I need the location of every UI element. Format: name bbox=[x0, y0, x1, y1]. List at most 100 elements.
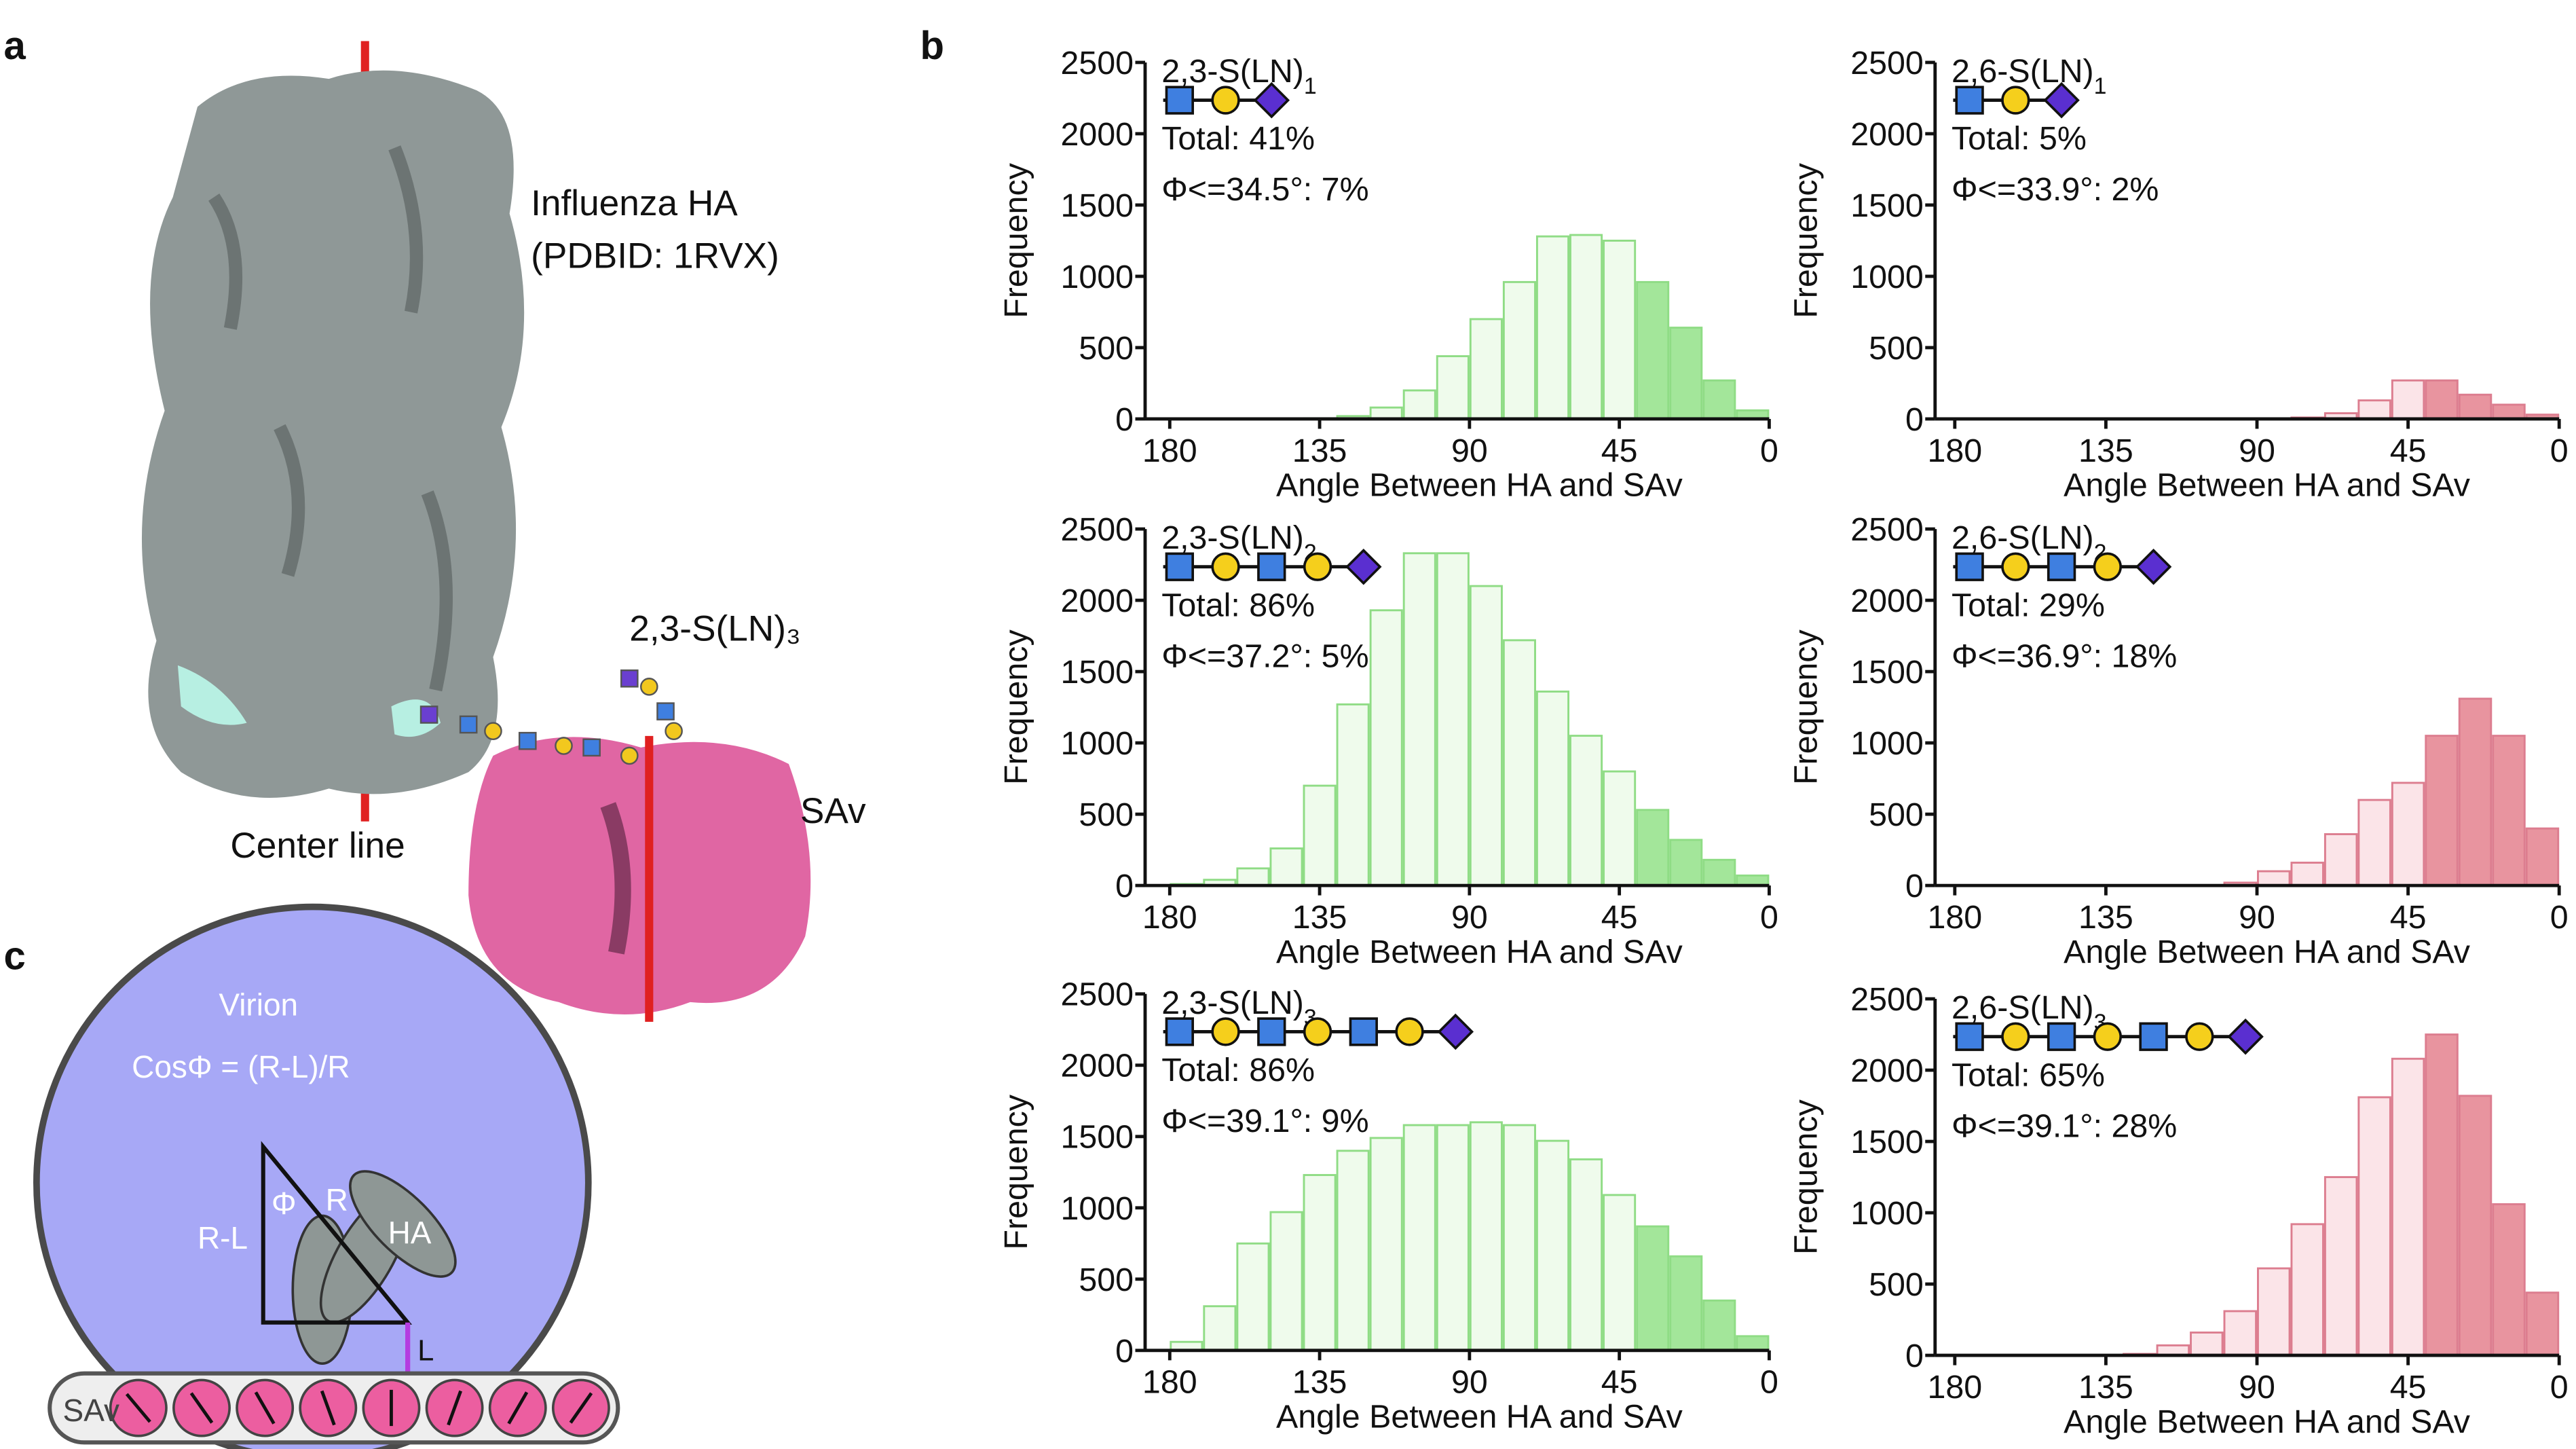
y-axis-label: Frequency bbox=[998, 1094, 1034, 1249]
y-tick-label: 0 bbox=[1905, 401, 1924, 438]
x-tick-label: 135 bbox=[2078, 433, 2133, 469]
x-tick-label: 135 bbox=[1292, 899, 1347, 936]
x-tick-label: 0 bbox=[1760, 1364, 1778, 1401]
bar bbox=[2391, 1057, 2425, 1357]
bar bbox=[1303, 1174, 1337, 1352]
glcnac-square bbox=[1165, 1017, 1194, 1046]
y-tick-label: 2000 bbox=[1060, 116, 1134, 153]
x-tick-label: 180 bbox=[1927, 899, 1982, 936]
y-tick-label: 1000 bbox=[1060, 259, 1134, 295]
title-text: 2,6-S(LN) bbox=[1952, 519, 2094, 556]
bar bbox=[1369, 406, 1403, 420]
glcnac-square bbox=[2139, 1022, 2168, 1051]
title-text: 2,3-S(LN) bbox=[1161, 519, 1304, 556]
x-axis-label: Angle Between HA and SAv bbox=[2064, 467, 2471, 504]
label: Virion bbox=[219, 987, 298, 1022]
label: Influenza HA bbox=[531, 183, 738, 223]
histogram-chart: 0 500 1000 1500 2000 2500 180 135 90 45 0 Angle Bet… bbox=[1788, 981, 2569, 1440]
bar bbox=[2290, 862, 2324, 887]
bar bbox=[1736, 1335, 1770, 1352]
histogram-chart: 0 500 1000 1500 2000 2500 180 135 90 45 0 Angle Bet… bbox=[1788, 45, 2569, 504]
bar bbox=[2357, 799, 2391, 887]
galactose-circle bbox=[2001, 1022, 2030, 1051]
glcnac-square bbox=[1165, 86, 1194, 115]
chart-title: 2,3-S(LN)2 bbox=[1161, 519, 1317, 566]
sialic-diamond bbox=[1253, 81, 1290, 119]
y-axis-label: Frequency bbox=[1788, 629, 1825, 785]
sialic-diamond bbox=[2135, 548, 2172, 585]
bar bbox=[1469, 585, 1503, 887]
bar bbox=[1402, 1124, 1436, 1352]
x-tick-label: 135 bbox=[2078, 1369, 2133, 1406]
sav-shading bbox=[600, 802, 631, 955]
bar bbox=[1269, 847, 1303, 887]
galactose-circle bbox=[1303, 1017, 1332, 1046]
galactose-circle bbox=[1395, 1017, 1424, 1046]
bar bbox=[1702, 1299, 1736, 1352]
bar bbox=[1535, 1139, 1570, 1352]
x-tick-label: 90 bbox=[2239, 899, 2275, 936]
bar bbox=[2458, 697, 2493, 887]
bar bbox=[1436, 1124, 1470, 1352]
bar bbox=[2425, 735, 2459, 887]
x-tick-label: 45 bbox=[2390, 1369, 2427, 1406]
histogram-chart: 0 500 1000 1500 2000 2500 180 135 90 45 0 Angle Bet… bbox=[1788, 511, 2569, 970]
x-tick-label: 0 bbox=[2550, 899, 2569, 936]
galactose-circle bbox=[1211, 1017, 1240, 1046]
label: L bbox=[417, 1334, 434, 1367]
label: Φ bbox=[272, 1186, 297, 1221]
y-tick-label: 2500 bbox=[1850, 981, 1924, 1018]
bar bbox=[1236, 1242, 1270, 1352]
x-tick-label: 0 bbox=[1760, 899, 1778, 936]
bar bbox=[2492, 403, 2526, 420]
bar bbox=[2190, 1332, 2224, 1357]
bar bbox=[1402, 552, 1436, 887]
sav-surface bbox=[468, 737, 811, 1015]
title-text: 2,3-S(LN) bbox=[1161, 985, 1304, 1021]
galactose-circle bbox=[2185, 1022, 2214, 1051]
x-tick-label: 45 bbox=[1601, 899, 1638, 936]
panel-label: b bbox=[920, 24, 944, 68]
bar bbox=[1336, 1150, 1370, 1352]
y-tick-label: 0 bbox=[1115, 1333, 1134, 1370]
x-tick-label: 180 bbox=[1142, 1364, 1197, 1401]
x-tick-label: 45 bbox=[1601, 433, 1638, 469]
arrow bbox=[569, 1392, 593, 1424]
chart-title: 2,6-S(LN)3 bbox=[1952, 989, 2107, 1035]
panel-c-illustration: Virion CosΦ = (R-L)/R Φ R R-L HA L SAv bbox=[33, 903, 620, 1449]
arrow bbox=[320, 1390, 336, 1426]
sialic-diamond bbox=[1345, 548, 1382, 585]
y-tick-label: 1500 bbox=[1060, 654, 1134, 691]
galactose-circle bbox=[1211, 86, 1240, 115]
glycan-chain bbox=[419, 669, 683, 765]
bar bbox=[1603, 770, 1637, 887]
bar bbox=[2391, 379, 2425, 420]
title-subscript: 1 bbox=[1304, 73, 1317, 99]
sav-molecules bbox=[109, 1378, 610, 1437]
x-tick-label: 90 bbox=[2239, 1369, 2275, 1406]
y-tick-label: 1500 bbox=[1060, 187, 1134, 224]
bar bbox=[1669, 327, 1703, 420]
y-tick-label: 1000 bbox=[1060, 725, 1134, 762]
bar bbox=[2223, 1310, 2258, 1357]
bar bbox=[1502, 280, 1536, 420]
sialic-diamond bbox=[1437, 1013, 1474, 1050]
triangle bbox=[261, 1141, 413, 1325]
bar bbox=[1203, 1305, 1237, 1352]
x-axis-label: Angle Between HA and SAv bbox=[1276, 467, 1683, 504]
annotation: Total: 29% bbox=[1952, 587, 2105, 623]
bar bbox=[1636, 1225, 1670, 1352]
bar bbox=[2323, 1176, 2358, 1357]
bar bbox=[1502, 1124, 1536, 1352]
y-tick-label: 2500 bbox=[1060, 976, 1134, 1013]
glcnac-square bbox=[1955, 86, 1984, 115]
galactose-circle bbox=[2093, 552, 2123, 581]
y-tick-label: 0 bbox=[1115, 868, 1134, 904]
galactose-circle bbox=[2093, 1022, 2123, 1051]
label: HA bbox=[388, 1215, 432, 1251]
glcnac-square bbox=[1257, 1017, 1286, 1046]
arrow bbox=[447, 1390, 462, 1426]
y-tick-label: 1000 bbox=[1850, 259, 1924, 295]
x-axis-label: Angle Between HA and SAv bbox=[1276, 934, 1683, 970]
annotation: Total: 86% bbox=[1161, 587, 1315, 623]
